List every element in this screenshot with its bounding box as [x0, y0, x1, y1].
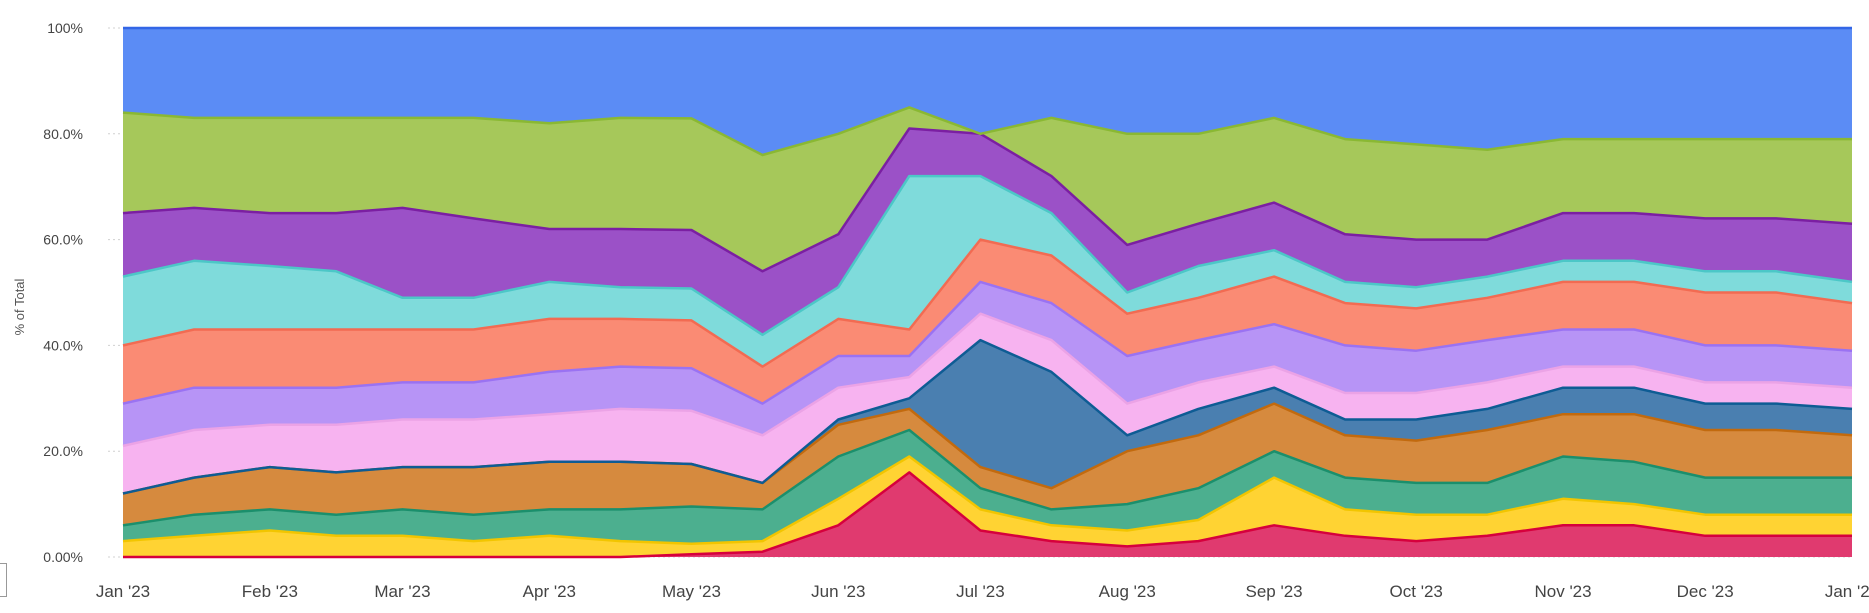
scroll-handle[interactable] — [0, 563, 7, 597]
area-series-7 — [123, 281, 1852, 446]
x-tick-label: Jul '23 — [956, 582, 1005, 601]
area-series-11 — [123, 107, 1852, 272]
x-tick-label: Mar '23 — [374, 582, 430, 601]
series-line-8 — [122, 238, 1853, 368]
series-line-11 — [122, 106, 1852, 157]
series-line-9 — [122, 174, 1853, 337]
area-series-1 — [123, 472, 1852, 557]
area-series-10 — [123, 128, 1852, 335]
y-tick-label: 0.00% — [43, 549, 83, 565]
area-series-8 — [123, 239, 1852, 404]
x-tick-label: Apr '23 — [523, 582, 576, 601]
series-line-5 — [122, 338, 1853, 495]
series-lines-group — [122, 26, 1853, 559]
y-tick-label: 60.0% — [43, 232, 83, 248]
x-tick-label: Jan '24 — [1825, 582, 1869, 601]
area-series-3 — [123, 430, 1852, 544]
area-series-group — [123, 28, 1852, 557]
area-series-12 — [123, 28, 1852, 155]
x-tick-label: Oct '23 — [1390, 582, 1443, 601]
y-axis-title: % of Total — [12, 278, 27, 335]
area-series-4 — [123, 403, 1852, 526]
area-series-6 — [123, 313, 1852, 494]
x-tick-label: Aug '23 — [1099, 582, 1156, 601]
series-line-6 — [122, 312, 1853, 448]
x-axis: Jan '23 Feb '23 Mar '23 Apr '23 May '23 Jun '… — [96, 582, 1869, 601]
x-tick-label: Nov '23 — [1534, 582, 1591, 601]
y-tick-label: 40.0% — [43, 337, 83, 353]
series-line-1 — [123, 471, 1852, 559]
x-tick-label: Jan '23 — [96, 582, 150, 601]
y-tick-label: 20.0% — [43, 443, 83, 459]
x-tick-label: Jun '23 — [811, 582, 865, 601]
x-tick-label: Sep '23 — [1246, 582, 1303, 601]
x-tick-label: Dec '23 — [1677, 582, 1734, 601]
series-line-3 — [122, 428, 1852, 527]
area-series-5 — [123, 340, 1852, 494]
series-line-7 — [122, 280, 1853, 405]
area-series-9 — [123, 176, 1852, 367]
x-tick-label: Feb '23 — [242, 582, 298, 601]
y-tick-label: 80.0% — [43, 126, 83, 142]
x-tick-label: May '23 — [662, 582, 721, 601]
series-line-2 — [122, 455, 1852, 545]
y-axis: 0.00% 20.0% 40.0% 60.0% 80.0% 100% — [43, 20, 83, 565]
area-series-2 — [123, 456, 1852, 557]
y-tick-label: 100% — [47, 20, 83, 36]
